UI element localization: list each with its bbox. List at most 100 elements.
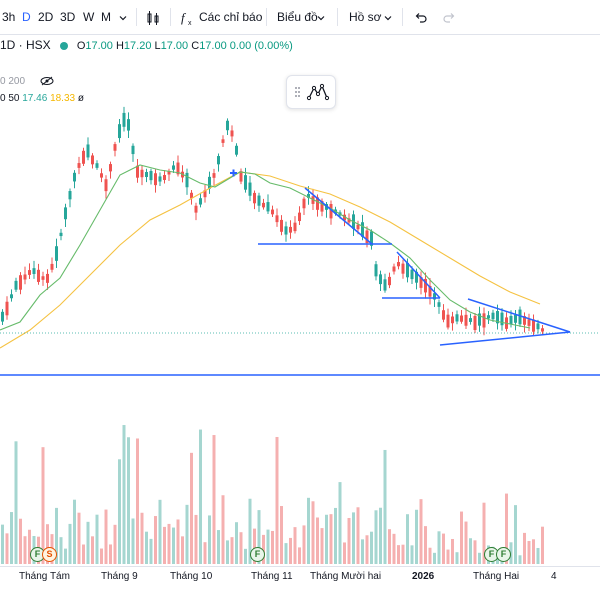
volume-bar [532,539,535,564]
candle-body [140,169,144,178]
volume-bar [352,512,355,564]
volume-bar [239,532,243,564]
volume-bar [253,528,256,564]
candle-body [460,315,463,322]
volume-bar [482,502,486,564]
candle-body [275,215,279,223]
volume-bar [230,537,234,564]
svg-text:x: x [188,20,192,26]
candle-body [253,192,256,204]
candle-body [239,171,243,182]
candle-body [518,309,522,325]
volume-bar [149,538,153,564]
volume-bar [379,507,382,564]
volume-bar [208,515,211,564]
volume-bar [163,526,166,564]
chart-chevron-down-icon[interactable] [316,0,326,34]
high-label: H [115,40,124,52]
interval-chevron-down-icon[interactable] [118,0,128,34]
volume-bar [5,533,9,564]
candle-body [235,145,238,155]
drag-handle-icon[interactable] [287,76,335,108]
volume-bar [433,552,436,564]
volume-bar [356,507,360,564]
profile-menu-button[interactable]: Hồ sơ [349,10,382,24]
candle-body [217,156,220,165]
candle-body [149,170,153,181]
chart-menu-button[interactable]: Biểu đồ [277,10,318,24]
interval-w[interactable]: W [83,10,95,24]
candle-body [100,173,103,178]
volume-bar [55,507,58,564]
candle-body [428,285,432,297]
volume-bar [383,449,387,564]
candle-body [406,262,409,278]
price-chart[interactable] [0,58,600,566]
eye-crossed-icon[interactable] [40,76,54,86]
candle-body [122,112,126,127]
time-label: Tháng Hai [473,571,520,582]
candle-body [37,269,40,282]
candle-body [104,179,108,192]
interval-d[interactable]: D [22,10,31,24]
event-marker-f[interactable]: F [496,547,511,562]
candle-body [46,273,49,283]
candles-icon[interactable] [145,0,161,34]
candle-body [199,198,202,205]
time-label: Tháng 10 [170,571,213,582]
interval-m[interactable]: M [101,10,111,24]
volume-bar [293,527,297,564]
volume-bar [172,527,175,564]
symbol-label[interactable]: 1D · HSX [0,38,51,52]
candle-body [55,246,58,261]
symbol-legend: 1D · HSX O17.00 H17.20 L17.00 C17.00 0.0… [0,36,293,54]
volume-bar [248,498,252,564]
candle-body [95,163,99,168]
volume-bar [374,510,378,564]
event-marker-s[interactable]: S [42,547,57,562]
volume-bar [284,543,288,564]
candle-body [185,172,189,188]
candle-body [401,263,405,274]
candle-body [41,276,45,280]
candle-body [163,175,166,180]
candle-body [496,311,499,324]
ma50-label: 0 50 [0,93,20,104]
open-label: O [76,40,86,52]
volume-bar [122,425,126,564]
event-marker-f[interactable]: F [250,547,265,562]
ma-indicator[interactable]: 0 50 17.46 18.33 ø [0,92,84,106]
volume-bar [541,526,544,564]
indicators-button[interactable]: Các chỉ báo [199,10,263,24]
volume-bar [77,512,81,564]
candle-body [73,172,76,182]
candle-body [145,171,148,178]
volume-bar [424,526,427,564]
redo-icon[interactable] [442,0,456,34]
candle-body [487,315,490,319]
undo-icon[interactable] [414,0,428,34]
time-label: Tháng Tám [19,571,70,582]
candle-body [221,139,225,143]
floating-tool-button[interactable] [286,75,336,109]
candle-body [208,176,211,189]
volume-bar [275,436,279,564]
close-label: C [191,40,200,52]
profile-chevron-down-icon[interactable] [383,0,393,34]
volume-bar [338,482,342,564]
candle-body [356,224,360,230]
ma200-indicator[interactable]: 0 200 [0,75,54,89]
time-axis[interactable]: Tháng Tám Tháng 9 Tháng 10 Tháng 11 Thán… [0,566,600,589]
candle-body [482,313,486,328]
volume-bar [136,438,139,564]
interval-3d[interactable]: 3D [60,10,76,24]
candle-body [293,222,297,232]
candle-body [478,313,481,326]
interval-3h[interactable]: 3h [2,10,16,24]
interval-2d[interactable]: 2D [38,10,54,24]
candle-body [266,202,270,212]
candle-body [374,264,378,277]
volume-bar [140,512,144,564]
